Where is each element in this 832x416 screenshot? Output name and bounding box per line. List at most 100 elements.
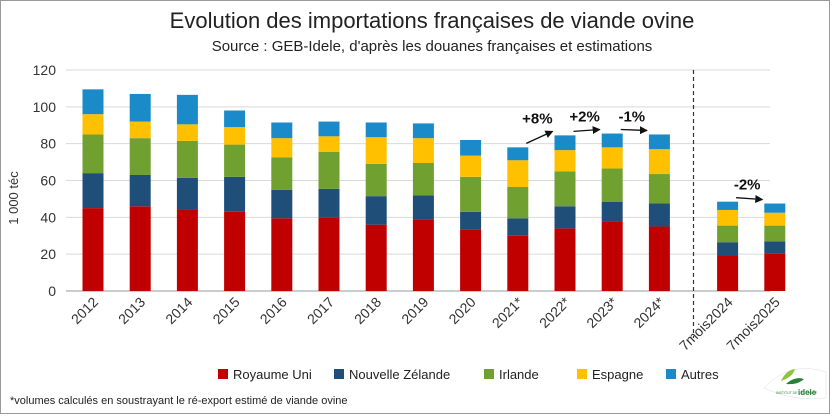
bar-segment: [176, 140, 198, 178]
bar-segment: [554, 135, 576, 151]
legend-label: Autres: [681, 367, 719, 382]
bar-segment: [764, 225, 786, 242]
bar-segment: [412, 219, 434, 291]
bar-segment: [129, 206, 151, 291]
legend-swatch: [484, 369, 494, 379]
bar-segment: [717, 201, 739, 210]
bar-segment: [82, 134, 104, 174]
legend-swatch: [666, 369, 676, 379]
bar-segment: [271, 138, 293, 158]
bar-segment: [129, 121, 151, 139]
x-tick-label: 2022*: [536, 293, 574, 331]
bar-segment: [507, 147, 529, 161]
y-tick-label: 20: [40, 246, 56, 262]
y-tick-label: 120: [33, 62, 57, 78]
bar-segment: [507, 186, 529, 219]
chart-subtitle: Source : GEB-Idele, d'après les douanes …: [212, 38, 653, 55]
bar-segment: [412, 138, 434, 164]
bar-segment: [318, 121, 340, 137]
y-tick-label: 100: [33, 99, 57, 115]
x-tick-label: 2020: [445, 294, 478, 327]
y-tick-label: 0: [48, 283, 56, 299]
bar-segment: [460, 139, 482, 156]
x-tick-label: 2016: [257, 294, 290, 327]
footnote: *volumes calculés en soustrayant le ré-e…: [10, 395, 348, 407]
bar-segment: [554, 150, 576, 172]
idele-logo: idele INSTITUT DE L'ÉLEVAGE: [763, 368, 827, 400]
bar-segment: [601, 221, 623, 291]
bar-segment: [318, 151, 340, 189]
bar-segment: [717, 225, 739, 243]
bar-segment: [717, 209, 739, 226]
legend-label: Irlande: [499, 367, 539, 382]
x-tick-label: 2019: [398, 294, 431, 327]
legend-swatch: [577, 369, 587, 379]
bar-segment: [176, 94, 198, 125]
change-label: -1%: [618, 109, 645, 126]
bar-segment: [271, 157, 293, 190]
bar-segment: [318, 188, 340, 218]
bar-segment: [507, 160, 529, 187]
bar-segment: [271, 122, 293, 139]
change-label: +8%: [522, 110, 552, 127]
bar-segment: [764, 203, 786, 213]
bar-segment: [648, 226, 670, 291]
bar-segment: [412, 123, 434, 139]
bar-segment: [224, 144, 246, 177]
change-label: -2%: [734, 177, 761, 194]
bar-segment: [507, 235, 529, 291]
bar-segment: [554, 228, 576, 291]
bar-segment: [365, 137, 387, 164]
bar-segment: [365, 122, 387, 138]
bar-segment: [82, 89, 104, 115]
bar-segment: [82, 173, 104, 209]
x-tick-label: 2017: [304, 294, 337, 327]
bar-segment: [82, 208, 104, 291]
bar-segment: [764, 253, 786, 291]
bar-segment: [460, 176, 482, 212]
y-tick-label: 40: [40, 209, 56, 225]
bar-segment: [82, 114, 104, 135]
x-tick-label: 2015: [209, 294, 242, 327]
bar-segment: [601, 147, 623, 169]
bar-segment: [365, 163, 387, 197]
bar-segment: [129, 93, 151, 122]
bar-segment: [601, 168, 623, 202]
change-arrow: [736, 195, 764, 204]
y-axis-label: 1 000 téc: [6, 171, 21, 225]
change-label: +2%: [569, 109, 599, 126]
chart-title: Evolution des importations françaises de…: [170, 8, 695, 33]
bar-segment: [764, 241, 786, 254]
y-tick-label: 60: [40, 173, 56, 189]
bar-segment: [648, 174, 670, 204]
bar-segment: [224, 176, 246, 212]
bar-segment: [365, 224, 387, 291]
legend-swatch: [218, 369, 228, 379]
bar-segment: [224, 127, 246, 145]
bar-segment: [648, 134, 670, 150]
legend-label: Nouvelle Zélande: [349, 367, 450, 382]
bars: 2012 2013 2014 2015 2016 2017 2018 2019 2020 2021…: [68, 89, 786, 354]
bar-segment: [460, 229, 482, 291]
change-arrow: [620, 126, 648, 135]
bar-segment: [129, 138, 151, 175]
x-tick-label: 2023*: [583, 293, 621, 331]
legend: Royaume Uni Nouvelle Zélande Irlande Espagn…: [218, 367, 719, 382]
legend-label: Espagne: [592, 367, 643, 382]
x-tick-label: 2024*: [630, 293, 668, 331]
bar-segment: [764, 212, 786, 226]
bar-segment: [318, 217, 340, 291]
bar-segment: [601, 133, 623, 148]
bar-segment: [129, 174, 151, 207]
bar-segment: [717, 242, 739, 257]
bar-segment: [648, 149, 670, 175]
bar-segment: [460, 155, 482, 177]
legend-swatch: [334, 369, 344, 379]
bar-segment: [648, 203, 670, 227]
bar-segment: [365, 196, 387, 225]
x-tick-label: 2021*: [489, 293, 527, 331]
x-tick-label: 2014: [162, 294, 195, 327]
bar-segment: [224, 211, 246, 291]
bar-segment: [271, 189, 293, 219]
y-tick-label: 80: [40, 136, 56, 152]
